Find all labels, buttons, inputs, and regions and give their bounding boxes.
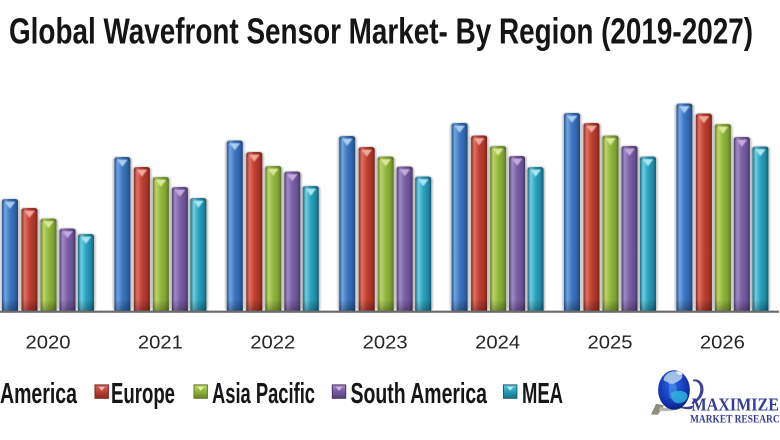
svg-text:2023: 2023	[363, 332, 408, 353]
svg-text:South America: South America	[351, 378, 488, 410]
svg-text:Global Wavefront Sensor Market: Global Wavefront Sensor Market- By Regio…	[9, 11, 753, 52]
svg-text:MARKET RESEARCH: MARKET RESEARCH	[690, 411, 780, 425]
svg-text:Asia Pacific: Asia Pacific	[212, 378, 315, 410]
svg-text:MAXIMIZE: MAXIMIZE	[692, 395, 780, 415]
svg-text:2022: 2022	[250, 332, 295, 353]
svg-text:2024: 2024	[475, 332, 520, 353]
svg-text:MEA: MEA	[522, 378, 563, 410]
svg-text:2025: 2025	[588, 332, 633, 353]
svg-text:2026: 2026	[700, 332, 745, 353]
svg-text:2021: 2021	[138, 332, 183, 353]
svg-text:2020: 2020	[26, 332, 71, 353]
svg-text:Europe: Europe	[111, 378, 175, 410]
svg-text:America: America	[0, 378, 77, 410]
